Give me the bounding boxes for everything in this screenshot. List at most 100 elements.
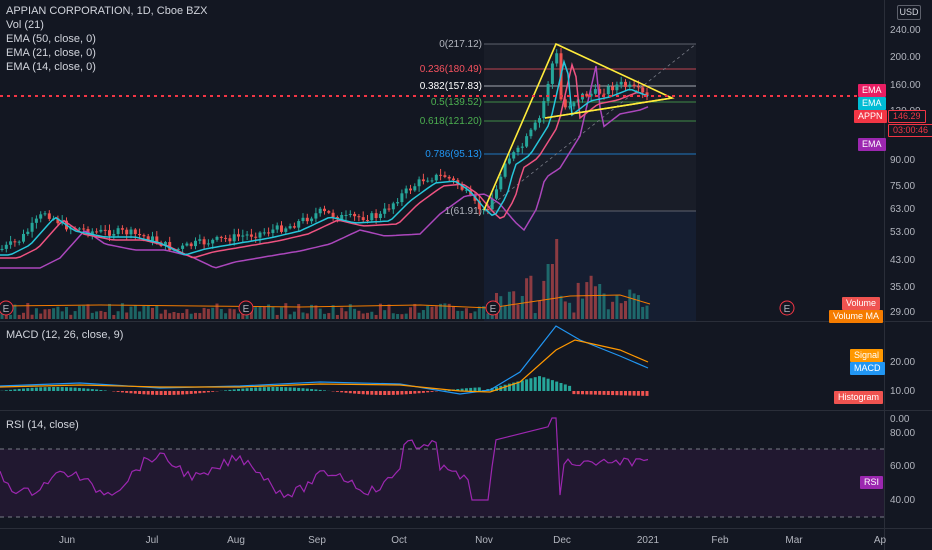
volume-bar (310, 304, 314, 319)
candle-body (17, 241, 21, 243)
volume-bar (602, 293, 606, 319)
symbol-title[interactable]: APPIAN CORPORATION, 1D, Cboe BZX (6, 5, 208, 17)
legend-volume[interactable]: Vol (21) (6, 19, 44, 31)
macd-histogram-bar (550, 380, 554, 391)
volume-bar (0, 310, 4, 319)
volume-bar (258, 305, 262, 319)
volume-ma-line (0, 294, 651, 309)
candle-body (232, 234, 236, 242)
macd-histogram-bar (615, 391, 619, 396)
macd-histogram-bar (254, 387, 258, 391)
legend-ema-50[interactable]: EMA (50, close, 0) (6, 33, 96, 45)
macd-histogram-bar (86, 388, 90, 391)
last-price-tag: 146.29 (888, 110, 926, 123)
rsi-legend[interactable]: RSI (14, close) (6, 419, 79, 431)
volume-bar (555, 239, 559, 319)
volume-bar (52, 308, 56, 319)
candle-body (636, 86, 640, 88)
ema-21-line (0, 62, 649, 259)
macd-histogram-bar (47, 387, 51, 391)
macd-histogram-bar (512, 382, 516, 391)
candle-body (486, 208, 490, 210)
macd-histogram-bar (366, 391, 369, 395)
volume-bar (219, 308, 223, 319)
volume-bar (439, 303, 443, 319)
volume-bar (374, 314, 378, 319)
macd-histogram-bar (396, 391, 400, 395)
currency-badge[interactable]: USD (897, 5, 921, 20)
candle-body (409, 188, 412, 191)
volume-bar (417, 312, 421, 319)
candle-body (129, 229, 133, 235)
earnings-marker (0, 300, 14, 316)
candle-body (585, 93, 589, 97)
macd-legend[interactable]: MACD (12, 26, close, 9) (6, 329, 124, 341)
macd-histogram-bar (374, 391, 378, 395)
price-tick-label: 63.00 (890, 204, 915, 215)
macd-histogram-bar (611, 391, 615, 396)
candle-body (125, 229, 129, 235)
candle-body (533, 122, 537, 130)
earnings-marker-label: E (490, 304, 497, 315)
macd-histogram-bar (30, 387, 34, 391)
macd-histogram-bar (116, 391, 120, 392)
legend-ema-21[interactable]: EMA (21, close, 0) (6, 47, 96, 59)
price-tick-label: 90.00 (890, 155, 915, 166)
time-tick-label: 2021 (637, 535, 660, 546)
macd-histogram-bar (533, 377, 537, 391)
candle-body (245, 234, 249, 236)
candle-body (507, 158, 511, 164)
macd-histogram-bar (473, 387, 477, 391)
macd-histogram-bar (120, 391, 124, 393)
macd-histogram-bar (275, 387, 279, 391)
macd-histogram-bar (280, 387, 283, 391)
volume-bar (112, 314, 116, 319)
ema-21-tag: EMA (858, 84, 886, 97)
macd-histogram-bar (589, 391, 593, 395)
macd-histogram-bar (13, 389, 17, 391)
macd-histogram-bar (245, 388, 249, 391)
volume-bar (305, 313, 309, 319)
fib-level-label: 0.382(157.83) (420, 81, 482, 92)
macd-histogram-bar (507, 383, 511, 391)
rsi-tick-label: 60.00 (890, 461, 915, 472)
volume-bar (464, 308, 468, 319)
candle-body (284, 228, 288, 232)
legend-ema-14[interactable]: EMA (14, close, 0) (6, 61, 96, 73)
volume-bar (129, 306, 133, 319)
volume-bar (469, 313, 473, 319)
candle-body (202, 239, 206, 245)
candle-body (108, 230, 111, 236)
macd-tick-label: 0.00 (890, 414, 910, 425)
candle-body (430, 180, 434, 182)
volume-bar (361, 313, 365, 319)
candle-body (112, 233, 116, 236)
candle-body (542, 101, 546, 119)
signal-tag: Signal (850, 349, 884, 362)
volume-bar (151, 307, 154, 319)
volume-bar (267, 304, 271, 319)
volume-bar (533, 313, 537, 319)
macd-histogram-bar (542, 377, 546, 391)
volume-bar (22, 312, 25, 319)
candle-body (77, 228, 81, 230)
candle-body (378, 213, 382, 219)
volume-bar (581, 298, 584, 319)
macd-histogram-bar (155, 391, 159, 395)
volume-bar (503, 305, 507, 319)
rsi-tag: RSI (860, 476, 884, 489)
earnings-marker-label: E (3, 304, 10, 315)
volume-bar (400, 314, 404, 319)
volume-bar (116, 311, 120, 319)
candle-body (120, 228, 124, 230)
volume-bar (370, 311, 374, 319)
macd-histogram-bar (576, 391, 580, 395)
candle-body (499, 176, 503, 190)
volume-bar (56, 306, 60, 319)
volume-bar (391, 313, 395, 319)
volume-bar (43, 309, 47, 319)
macd-histogram-bar (555, 381, 559, 391)
macd-histogram-bar (4, 390, 8, 391)
rsi-tick-label: 40.00 (890, 495, 915, 506)
